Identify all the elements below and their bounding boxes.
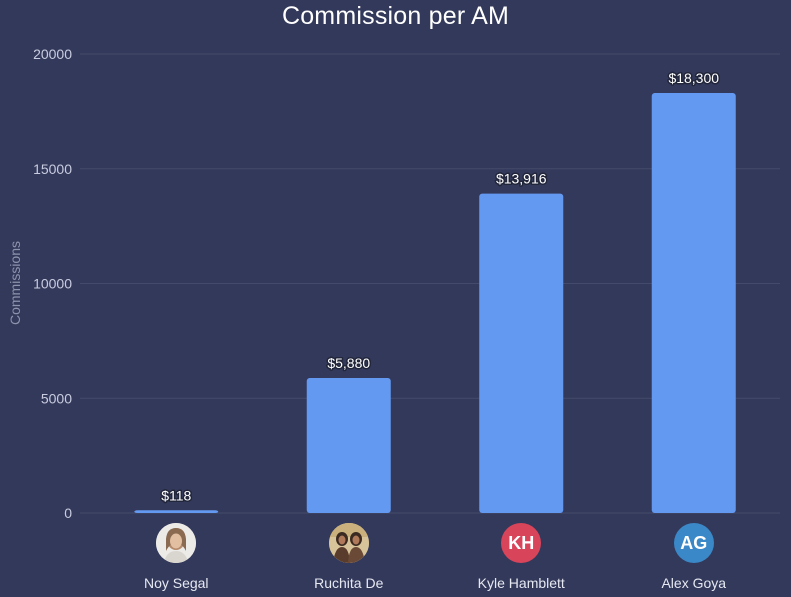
x-category-ruchita-de: Ruchita De bbox=[269, 523, 429, 591]
bar[interactable] bbox=[306, 378, 391, 513]
avatar bbox=[328, 523, 369, 563]
x-category-noy-segal: Noy Segal bbox=[96, 523, 256, 591]
data-label: $18,300 bbox=[668, 70, 719, 86]
data-label: $5,880 bbox=[327, 355, 370, 371]
x-tick-label: Kyle Hamblett bbox=[477, 575, 565, 591]
bar[interactable] bbox=[134, 510, 219, 513]
bar[interactable] bbox=[479, 193, 564, 513]
avatar-initials: AG bbox=[673, 523, 714, 563]
x-category-kyle-hamblett: KH Kyle Hamblett bbox=[441, 523, 601, 591]
chart-title: Commission per AM bbox=[281, 2, 510, 30]
y-tick-label: 0 bbox=[64, 505, 72, 521]
avatar bbox=[156, 523, 197, 563]
y-tick-label: 5000 bbox=[41, 390, 72, 406]
avatar-initials: KH bbox=[501, 523, 542, 563]
x-category-alex-goya: AG Alex Goya bbox=[614, 523, 774, 591]
data-labels: $118 $5,880 $13,916 $18,300 bbox=[160, 69, 721, 505]
bar[interactable] bbox=[651, 93, 736, 513]
x-tick-label: Noy Segal bbox=[143, 575, 209, 591]
data-label: $13,916 bbox=[496, 171, 547, 187]
y-axis-ticks: 0 5000 10000 15000 20000 bbox=[33, 46, 72, 521]
x-tick-label: Alex Goya bbox=[661, 575, 727, 591]
data-label: $118 bbox=[161, 487, 191, 503]
x-tick-label: Ruchita De bbox=[314, 575, 384, 591]
y-tick-label: 20000 bbox=[33, 46, 72, 62]
bars bbox=[134, 93, 736, 513]
y-tick-label: 10000 bbox=[33, 276, 72, 292]
y-tick-label: 15000 bbox=[33, 161, 72, 177]
